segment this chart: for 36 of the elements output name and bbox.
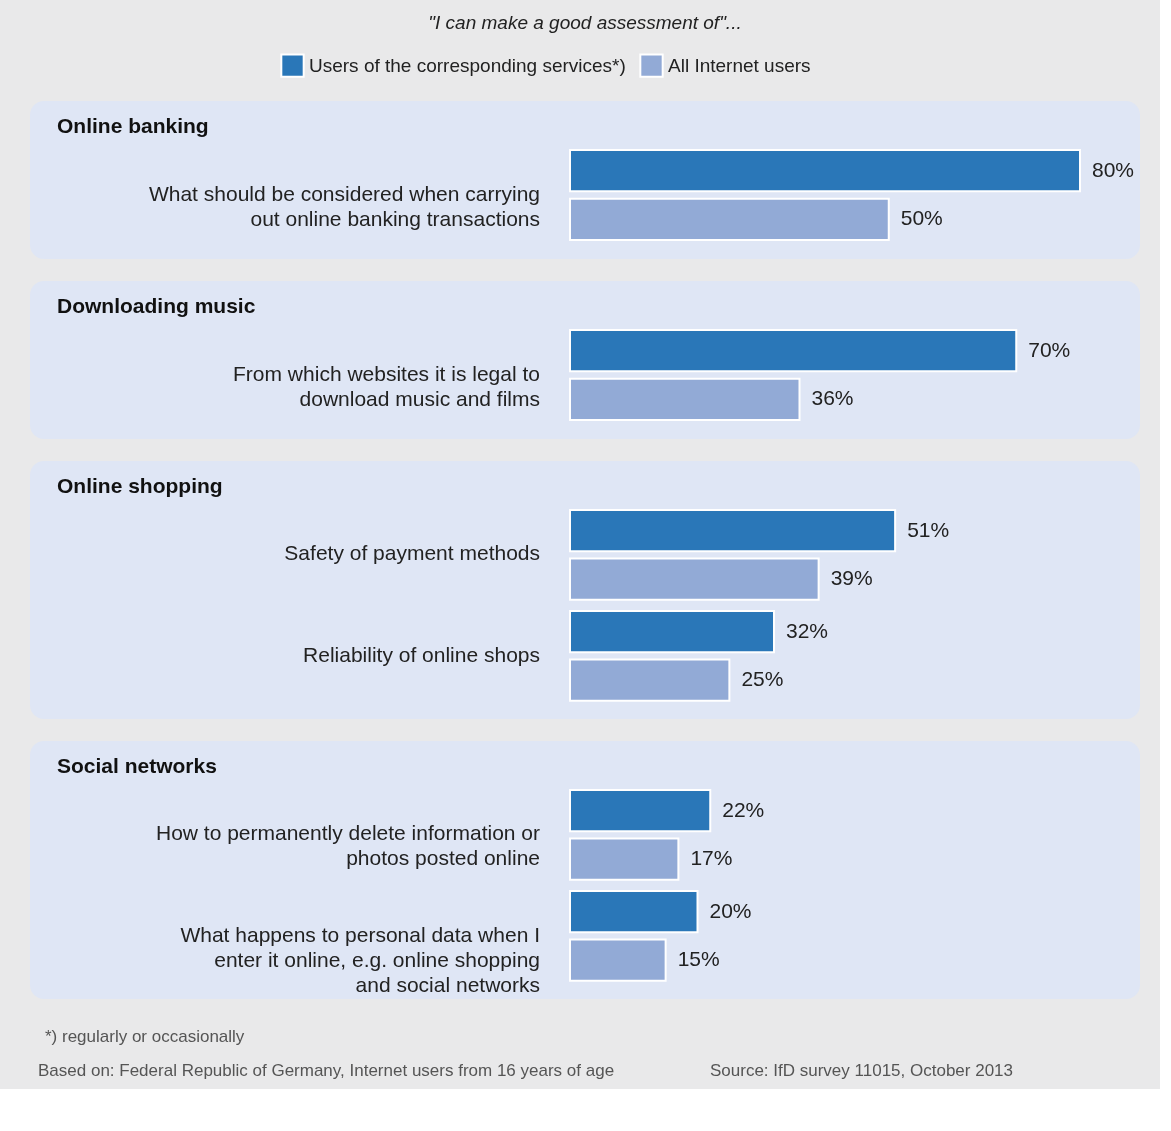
data-label: 50% — [900, 206, 943, 230]
legend-label: All Internet users — [668, 54, 811, 76]
text: Downloading music — [57, 294, 256, 317]
data-label: 20% — [709, 898, 752, 922]
bar — [569, 610, 775, 654]
y-tick-label: Reliability of online shops — [303, 642, 540, 666]
text: Based on: Federal Republic of Germany, Internet users from 16 years of age — [38, 1061, 615, 1080]
bar — [569, 789, 712, 833]
bar — [569, 557, 820, 601]
source-note: Source: IfD survey 11015, October 2013 — [710, 1061, 1014, 1080]
data-label: 36% — [811, 386, 854, 410]
y-tick-label: What should be considered when carrying out online banking transactions — [148, 182, 540, 230]
data-label: 32% — [786, 618, 829, 642]
text: Social networks — [57, 754, 217, 777]
data-label: 39% — [830, 566, 873, 590]
bar — [569, 509, 897, 553]
bar — [569, 890, 699, 934]
legend-label: Users of the corresponding services*) — [309, 54, 626, 76]
bar — [569, 837, 680, 881]
bar — [569, 938, 667, 982]
y-tick-label: How to permanently delete information or photos posted online — [155, 821, 540, 870]
data-label: 25% — [741, 667, 784, 691]
y-tick-label: What happens to personal data when I enter it online, e.g. online shopping and social networks — [180, 922, 540, 996]
text: *) regularly or occasionally — [45, 1027, 245, 1046]
chart-subtitle: "I can make a good assessment of"... — [428, 12, 742, 33]
text: Online banking — [57, 114, 209, 137]
data-label: 80% — [1092, 157, 1135, 181]
data-label: 51% — [907, 517, 950, 541]
data-label: 70% — [1028, 337, 1071, 361]
text: Online shopping — [57, 474, 223, 497]
y-tick-label: From which websites it is legal to download music and films — [233, 362, 540, 410]
data-label: 22% — [722, 797, 765, 821]
y-tick-label: Safety of payment methods — [284, 541, 540, 565]
data-label: 15% — [677, 947, 720, 971]
bar — [569, 658, 731, 702]
data-label: 17% — [690, 846, 733, 870]
